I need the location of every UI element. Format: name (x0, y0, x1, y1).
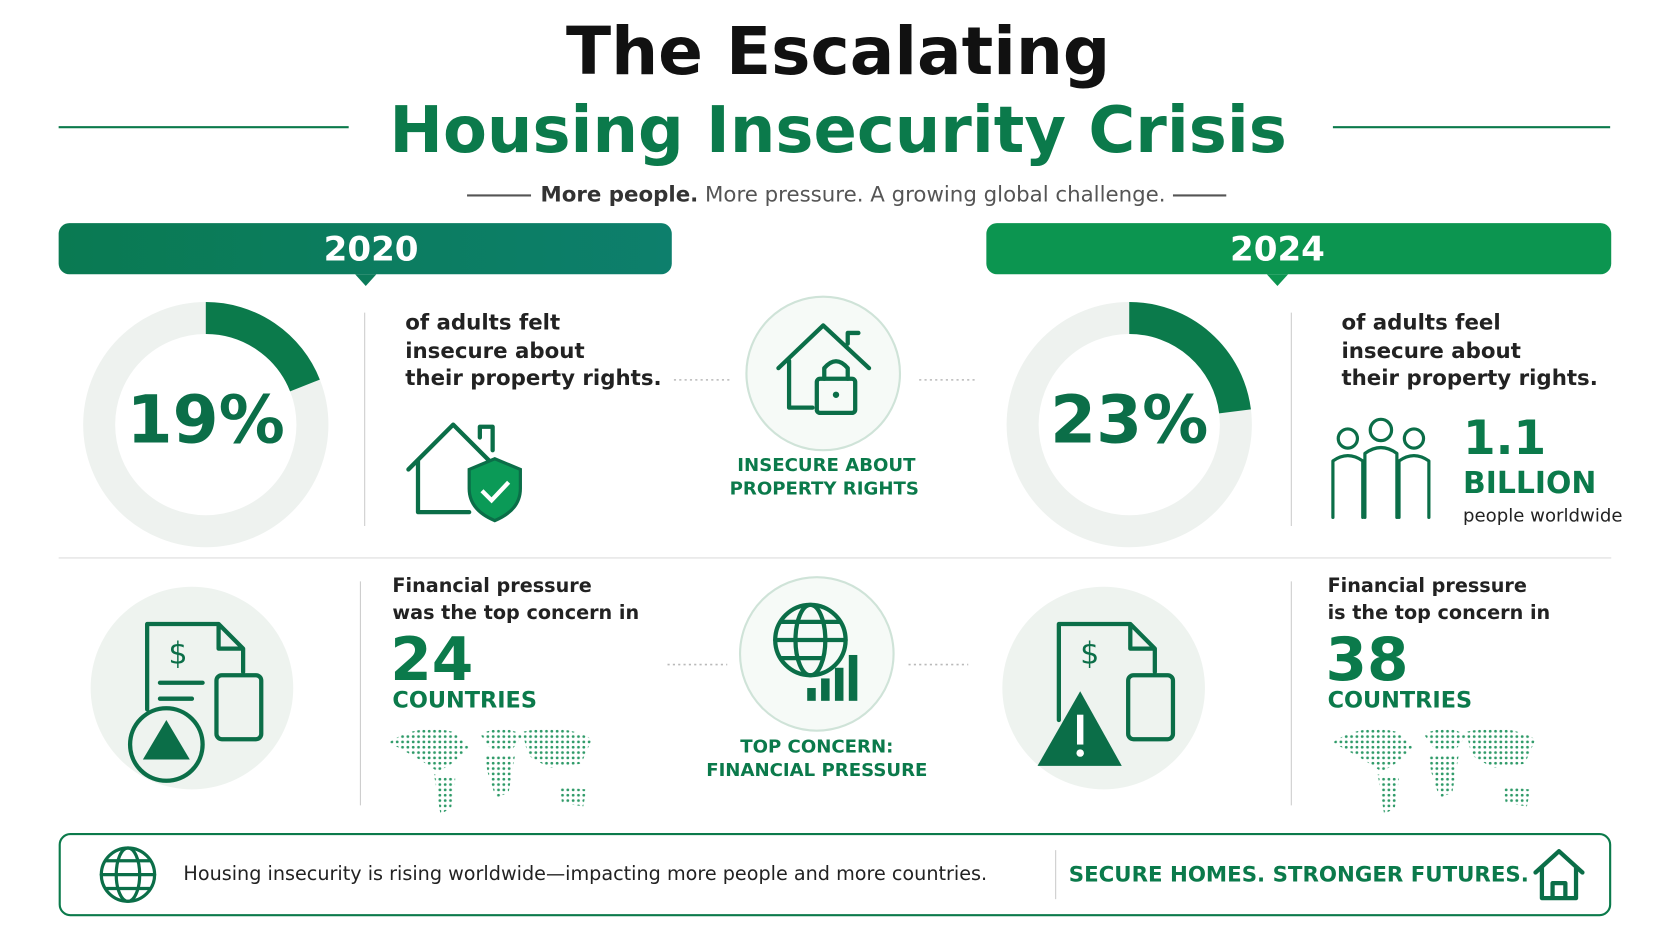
donut-label: 23% (1050, 382, 1208, 459)
stat-unit: COUNTRIES (392, 687, 537, 713)
world-map (1332, 728, 1536, 814)
stat-caption: people worldwide (1463, 505, 1622, 526)
globe-chart-icon-part (834, 667, 844, 701)
people-icon-part (1368, 417, 1394, 443)
globe-chart-icon-part (848, 654, 858, 701)
stat-unit: BILLION (1463, 466, 1596, 501)
finance-icon: $ (127, 621, 264, 783)
house-lock-icon-part (814, 376, 858, 416)
body-text: insecure about (1341, 339, 1520, 364)
house-lock-icon-part (832, 391, 840, 398)
stat-number: 1.1 (1463, 411, 1546, 466)
stat-unit: COUNTRIES (1328, 687, 1473, 713)
finance-icon-part (214, 673, 264, 742)
body-text: of adults felt (405, 310, 560, 335)
infographic-part: Financial pressure was the top concern i… (392, 574, 1550, 624)
body-text: was the top concern in (392, 601, 639, 624)
icon-glyph: $ (1080, 636, 1099, 671)
finance-icon-part (127, 706, 205, 783)
finance-warning-icon-part (1056, 621, 1157, 723)
house-lock-icon (776, 323, 872, 416)
subtitle-bold: More people. (541, 182, 699, 207)
finance-warning-icon-part (1126, 673, 1176, 742)
title: Housing Insecurity Crisis (389, 94, 1286, 168)
people-icon-part (1402, 427, 1426, 450)
finance-icon-part (142, 720, 190, 760)
globe-chart-icon-part (821, 678, 830, 701)
icon-glyph: $ (168, 636, 187, 671)
donut-label: 19% (127, 382, 285, 459)
stat-number: 38 (1325, 626, 1408, 695)
people-icon-part (1336, 427, 1360, 450)
world-map (389, 728, 592, 814)
subtitle-rest: More pressure. A growing global challeng… (705, 182, 1166, 207)
body-text: of adults feel (1341, 310, 1500, 335)
globe-icon (99, 846, 157, 903)
globe-chart-icon-part (807, 688, 816, 701)
globe-icon-part (99, 859, 157, 891)
globe-chart-icon (773, 602, 858, 701)
globe-chart-icon-part (773, 619, 848, 661)
label: PROPERTY RIGHTS (730, 479, 919, 500)
label: INSECURE ABOUT (737, 455, 916, 476)
year: 2020 (324, 229, 419, 269)
body-text: insecure about (405, 339, 584, 364)
house-lock-icon-part (776, 323, 872, 410)
finance-warning-icon-part (1076, 749, 1084, 757)
house-shield-icon-part (467, 457, 522, 523)
banner-pointer (1266, 274, 1289, 287)
infographic-part: of adults felt insecure about their prop… (405, 310, 1598, 390)
body-text: their property rights. (1341, 366, 1597, 391)
label: FINANCIAL PRESSURE (706, 760, 927, 781)
stat-number: 24 (390, 626, 473, 695)
subtitle: More people. More pressure. A growing gl… (541, 182, 1166, 207)
icon-circle (738, 576, 895, 732)
house-shield-icon-part (480, 480, 511, 504)
finance-warning-icon-part (1076, 714, 1084, 745)
house-shield-icon-part (406, 422, 501, 515)
year-banner (58, 223, 672, 275)
house-lock-icon-part (822, 359, 850, 381)
body-text: is the top concern in (1328, 601, 1551, 624)
year-banner (986, 223, 1612, 275)
house-shield-icon (406, 422, 522, 523)
footer-slogan: SECURE HOMES. STRONGER FUTURES. (1069, 863, 1529, 888)
body-text: their property rights. (405, 366, 661, 391)
body-text: Financial pressure (392, 574, 591, 597)
label: TOP CONCERN: (740, 737, 893, 758)
year: 2024 (1230, 229, 1325, 269)
donut-arc (83, 302, 329, 548)
people-icon (1331, 417, 1431, 520)
people-icon-part (1331, 445, 1431, 520)
finance-icon-part (145, 621, 246, 712)
infographic-part: 19% 23% (83, 302, 1252, 548)
finance-warning-icon: $ (1037, 621, 1176, 766)
body-text: Financial pressure (1328, 574, 1527, 597)
house-icon (1533, 849, 1585, 901)
footer-box (58, 833, 1612, 917)
title: The Escalating (566, 13, 1110, 90)
donut-arc (1006, 302, 1252, 548)
footer-message: Housing insecurity is rising worldwide—i… (183, 862, 987, 885)
banner-pointer (355, 274, 377, 287)
